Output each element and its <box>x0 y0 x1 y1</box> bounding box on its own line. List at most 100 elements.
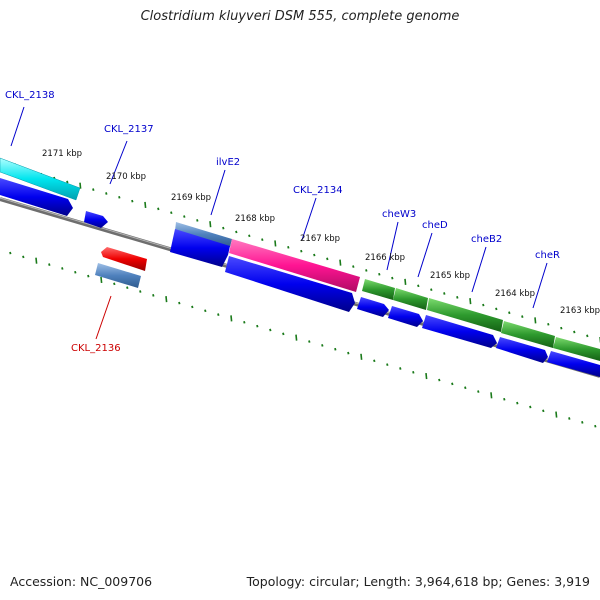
scale-minor-tick <box>105 192 108 195</box>
gene-label-ched[interactable]: cheD <box>422 220 448 231</box>
scale-minor-tick <box>373 359 376 363</box>
tick-label-2163: 2163 kbp <box>560 306 600 316</box>
scale-minor-tick <box>217 313 220 316</box>
scale-major-tick <box>79 182 82 189</box>
scale-minor-tick <box>300 249 303 253</box>
scale-minor-tick <box>451 382 454 386</box>
genome-summary-text: Topology: circular; Length: 3,964,618 bp… <box>246 574 590 589</box>
tick-label-2164: 2164 kbp <box>495 289 535 299</box>
scale-minor-tick <box>204 309 207 313</box>
scale-minor-tick <box>313 253 316 257</box>
scale-minor-tick <box>503 397 506 401</box>
scale-minor-tick <box>464 386 467 390</box>
scale-minor-tick <box>92 188 95 191</box>
gene-ckl-2138-feature[interactable] <box>0 157 81 201</box>
scale-minor-tick <box>594 424 597 428</box>
scale-minor-tick <box>586 334 589 338</box>
scale-minor-tick <box>152 294 155 297</box>
scale-minor-tick <box>547 322 550 326</box>
scale-minor-tick <box>248 234 251 238</box>
gene-che-tail-feature[interactable] <box>553 337 600 361</box>
scale-minor-tick <box>334 347 337 351</box>
scale-minor-tick <box>482 303 485 307</box>
cds-arrow[interactable] <box>496 337 548 363</box>
scale-minor-tick <box>66 180 69 184</box>
scale-minor-tick <box>521 315 524 318</box>
tick-label-2169: 2169 kbp <box>171 193 211 203</box>
gene-label-cher[interactable]: cheR <box>535 250 560 261</box>
cds-arrow[interactable] <box>0 178 73 216</box>
gene-label-chew3[interactable]: cheW3 <box>382 209 416 220</box>
scale-minor-tick <box>321 344 324 347</box>
cds-arrow[interactable] <box>422 315 497 348</box>
gene-ilve2-feature[interactable] <box>175 222 232 247</box>
scale-minor-tick <box>126 286 129 290</box>
gene-ckl-2136-red-feature[interactable] <box>101 247 147 271</box>
scale-minor-tick <box>308 340 311 343</box>
scale-major-tick <box>295 334 298 341</box>
gene-ckl-2134-feature[interactable] <box>229 239 360 292</box>
gene-label-ckl-2134[interactable]: CKL_2134 <box>293 185 343 196</box>
tick-label-2170: 2170 kbp <box>106 172 146 182</box>
gene-label-ckl-2136[interactable]: CKL_2136 <box>71 343 121 354</box>
scale-minor-tick <box>282 332 285 336</box>
gene-label-cheb2[interactable]: cheB2 <box>471 234 502 245</box>
scale-minor-tick <box>352 265 355 268</box>
map-title: Clostridium kluyveri DSM 555, complete g… <box>140 9 460 24</box>
cds-arrow[interactable] <box>357 297 389 317</box>
scale-minor-tick <box>438 378 441 382</box>
scale-minor-tick <box>74 270 77 274</box>
scale-minor-tick <box>222 226 225 230</box>
scale-minor-tick <box>22 255 25 259</box>
scale-minor-tick <box>542 409 545 413</box>
scale-minor-tick <box>443 292 446 295</box>
gene-ckl-2136-feature[interactable] <box>95 263 141 288</box>
scale-minor-tick <box>9 251 12 255</box>
scale-ticks-lower <box>9 251 597 428</box>
scale-minor-tick <box>399 367 402 370</box>
cds-arrow[interactable] <box>547 351 600 377</box>
gene-label-ilve2[interactable]: ilvE2 <box>216 157 240 168</box>
tick-label-2167: 2167 kbp <box>300 234 340 244</box>
gene-label-ckl-2137[interactable]: CKL_2137 <box>104 124 154 135</box>
scale-minor-tick <box>417 284 420 288</box>
scale-major-tick <box>555 411 558 418</box>
scale-major-tick <box>100 276 103 283</box>
cds-arrow[interactable] <box>225 256 355 312</box>
gene-label-ckl-2138[interactable]: CKL_2138 <box>5 90 55 101</box>
scale-minor-tick <box>477 390 480 393</box>
scale-minor-tick <box>48 263 51 266</box>
scale-minor-tick <box>568 417 571 420</box>
cds-arrow[interactable] <box>170 229 230 267</box>
scale-major-tick <box>35 257 38 264</box>
gene-ched-feature[interactable] <box>393 288 428 310</box>
cds-arrow[interactable] <box>388 306 423 327</box>
scale-minor-tick <box>243 320 246 324</box>
gene-features <box>0 157 600 377</box>
gene-chew3-feature[interactable] <box>362 279 395 300</box>
scale-major-tick <box>360 353 363 360</box>
scale-major-tick <box>490 392 493 399</box>
callout-lines <box>10 106 548 340</box>
scale-minor-tick <box>235 230 238 234</box>
tick-label-2168: 2168 kbp <box>235 214 275 224</box>
scale-minor-tick <box>456 296 459 299</box>
scale-major-tick <box>274 240 277 247</box>
scale-minor-tick <box>386 363 389 366</box>
scale-minor-tick <box>560 326 563 330</box>
accession-text: Accession: NC_009706 <box>10 574 153 589</box>
scale-major-tick <box>425 373 428 380</box>
cds-arrow[interactable] <box>84 211 108 228</box>
scale-minor-tick <box>347 351 350 355</box>
scale-minor-tick <box>118 195 121 199</box>
scale-minor-tick <box>170 211 173 215</box>
position-labels: 2171 kbp 2170 kbp 2169 kbp 2168 kbp 2167… <box>42 149 600 316</box>
gene-cheb2-feature[interactable] <box>427 298 503 332</box>
scale-minor-tick <box>261 238 264 241</box>
gene-cher-feature[interactable] <box>501 321 555 348</box>
scale-major-tick <box>209 221 212 228</box>
scale-minor-tick <box>61 267 64 270</box>
scale-minor-tick <box>516 401 519 405</box>
scale-major-tick <box>230 315 233 322</box>
